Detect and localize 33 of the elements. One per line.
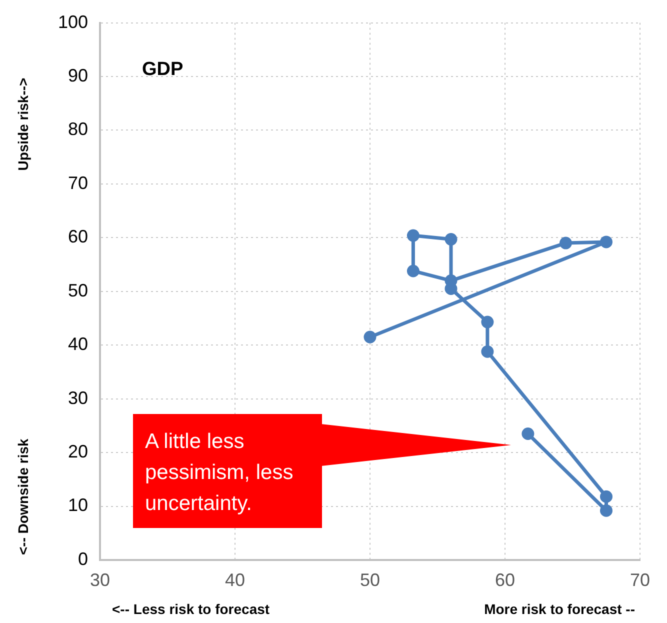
point	[481, 345, 494, 358]
point	[522, 428, 534, 440]
y-axis-title: <-- Downside risk	[14, 438, 31, 555]
y-tick-label: 50	[68, 280, 88, 300]
y-tick-label: 10	[68, 495, 88, 516]
y-tick-label: 70	[68, 172, 88, 193]
point	[444, 233, 458, 246]
text: Upside risk-->	[14, 78, 31, 171]
x-tick-label: 40	[224, 570, 246, 590]
y-tick-label: 60	[68, 226, 88, 247]
y-tick-label: 0	[78, 548, 88, 569]
annotation: A little less pessimism, less uncertainty.	[145, 429, 294, 517]
y-tick-label: 40	[68, 334, 88, 354]
x-tick-label: 30	[90, 570, 110, 590]
point	[364, 330, 376, 344]
x-axis-title: <-- Less risk to forecast	[112, 600, 270, 617]
y-tick-label: 80	[68, 119, 88, 140]
y-tick-label: 100	[58, 12, 88, 32]
y-tick-label: 30	[68, 388, 88, 408]
point	[600, 504, 612, 517]
point	[600, 490, 612, 503]
text: More risk to forecast --	[484, 600, 636, 617]
x-tick-label: 50	[360, 570, 380, 590]
point	[481, 316, 494, 328]
y-tick-label: 20	[68, 442, 88, 462]
x-tick-label: 70	[630, 570, 650, 590]
text: GDP	[142, 59, 184, 80]
x-tick-label: 60	[494, 570, 516, 590]
point	[600, 236, 612, 248]
point	[560, 236, 572, 250]
point	[406, 229, 420, 242]
point	[406, 264, 420, 278]
y-tick-label: 90	[68, 65, 88, 86]
